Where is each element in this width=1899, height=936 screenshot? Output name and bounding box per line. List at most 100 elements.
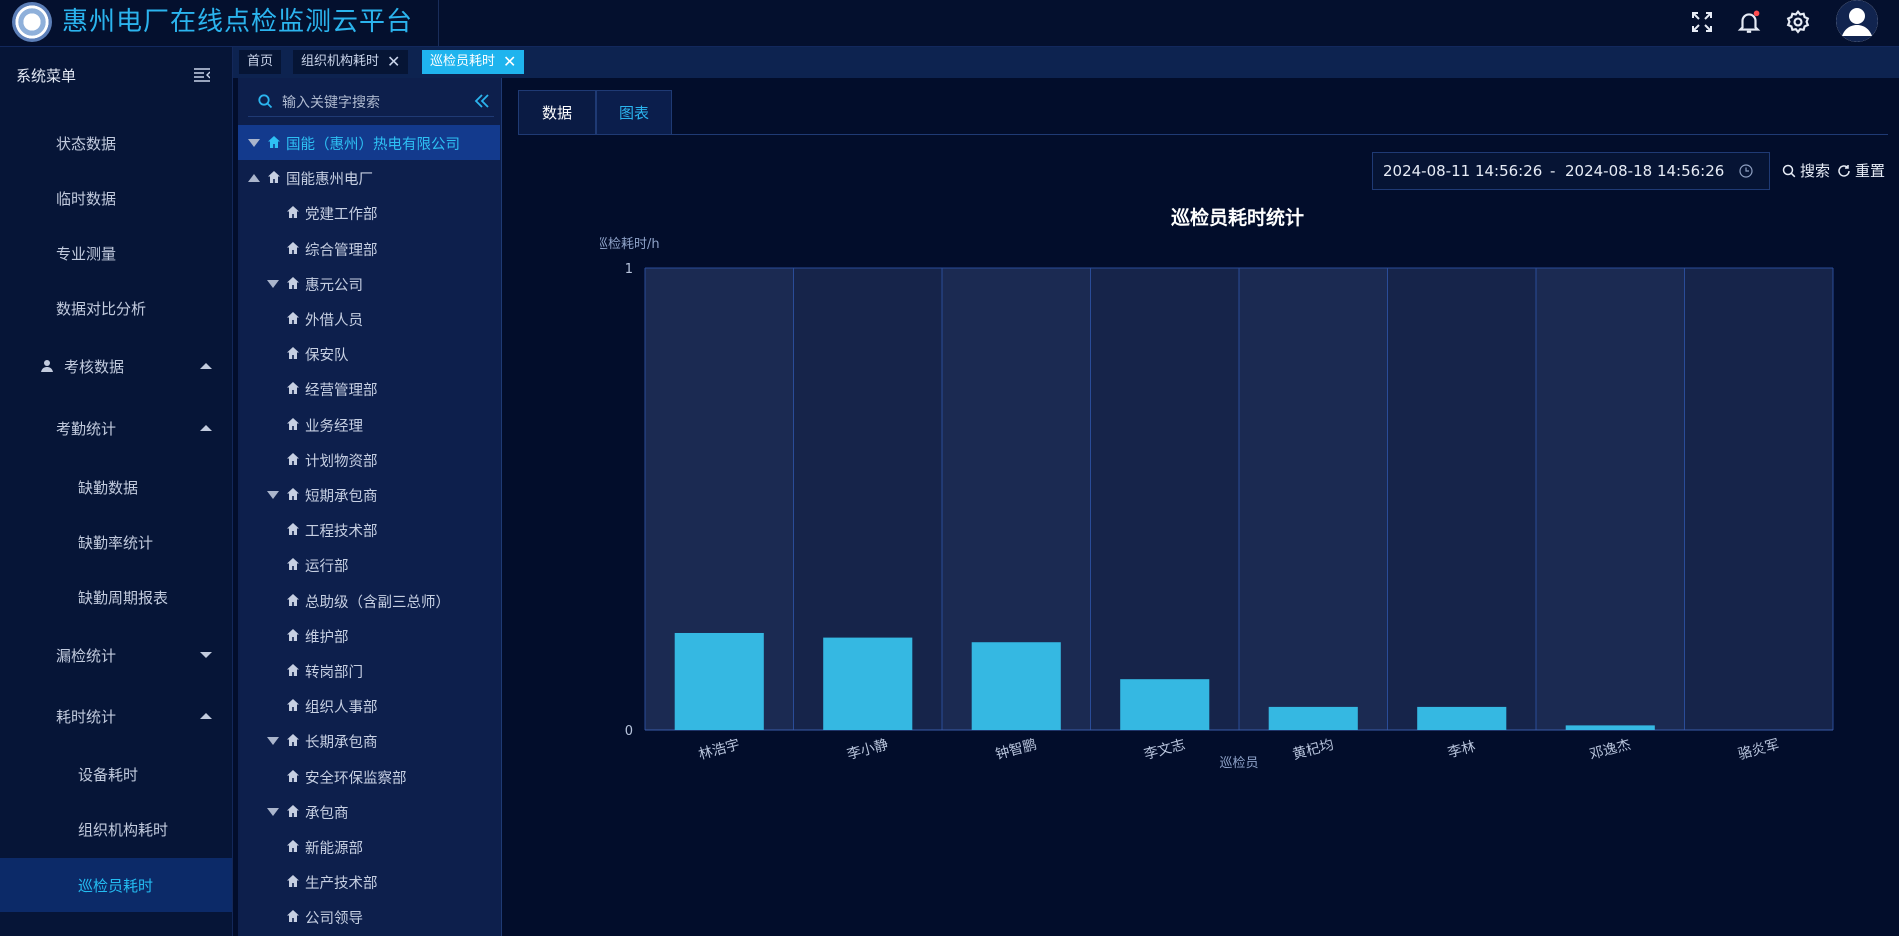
gear-icon[interactable] <box>1783 7 1813 37</box>
home-icon <box>287 347 299 360</box>
tree-node[interactable]: 总助级（含副三总师） <box>238 583 500 618</box>
avatar-icon <box>1836 0 1878 42</box>
tree-node[interactable]: 转岗部门 <box>238 653 500 688</box>
search-button[interactable]: 搜索 <box>1782 160 1830 181</box>
chart-bar <box>1268 706 1358 730</box>
tab-data[interactable]: 数据 <box>518 90 596 134</box>
top-header: 惠州电厂在线点检监测云平台 <box>0 0 1899 47</box>
tree-node[interactable]: 公司领导 <box>238 899 500 934</box>
sidebar-item-attendance[interactable]: 考勤统计 <box>0 402 232 454</box>
tree-node[interactable]: 生产技术部 <box>238 864 500 899</box>
avatar[interactable] <box>1836 0 1878 42</box>
tab-inspector-time[interactable]: 巡检员耗时 ✕ <box>422 50 525 74</box>
sidebar-item-missed-check[interactable]: 漏检统计 <box>0 629 232 681</box>
chevron-up-icon <box>200 713 212 719</box>
home-icon <box>287 699 299 712</box>
tree-node[interactable]: 国能（惠州）热电有限公司 <box>238 125 500 160</box>
app-title: 惠州电厂在线点检监测云平台 <box>62 7 414 37</box>
sidebar-item-time-stats[interactable]: 耗时统计 <box>0 690 232 742</box>
tree-node[interactable]: 综合管理部 <box>238 231 500 266</box>
caret-down-icon[interactable] <box>267 737 279 746</box>
tree-node[interactable]: 工程技术部 <box>238 512 500 547</box>
category-band <box>1387 268 1536 730</box>
tab-chart[interactable]: 图表 <box>596 90 672 134</box>
sidebar-item-inspector-time[interactable]: 巡检员耗时 <box>0 858 232 912</box>
tab-org-time[interactable]: 组织机构耗时 ✕ <box>293 50 409 74</box>
sidebar-item-label: 状态数据 <box>56 134 117 153</box>
tree-node-label: 运行部 <box>305 559 349 576</box>
caret-down-icon[interactable] <box>267 279 279 288</box>
sidebar-item-org-time[interactable]: 组织机构耗时 <box>0 803 232 855</box>
tree-node[interactable]: 惠元公司 <box>238 266 500 301</box>
tree-node[interactable]: 新能源部 <box>238 829 500 864</box>
y-tick-label: 0 <box>625 724 633 739</box>
tab-label: 巡检员耗时 <box>430 54 496 69</box>
tree-node-label: 公司领导 <box>305 911 363 928</box>
search-placeholder: 输入关键字搜索 <box>282 95 380 111</box>
sidebar-item-absence-data[interactable]: 缺勤数据 <box>0 461 232 513</box>
tree-node[interactable]: 国能惠州电厂 <box>238 160 500 195</box>
x-tick-label: 李林 <box>1446 739 1477 762</box>
sidebar-item-measurement[interactable]: 专业测量 <box>0 227 232 279</box>
sidebar-item-device-time[interactable]: 设备耗时 <box>0 748 232 800</box>
close-icon[interactable]: ✕ <box>503 52 517 71</box>
tree-node-label: 长期承包商 <box>305 735 378 752</box>
chart-bar <box>823 637 913 730</box>
x-tick-label: 骆炎军 <box>1736 737 1781 763</box>
sidebar-item-label: 缺勤数据 <box>78 478 139 497</box>
tab-label: 组织机构耗时 <box>301 54 380 69</box>
search-icon <box>1782 164 1796 177</box>
chevron-up-icon <box>200 425 212 431</box>
date-range-picker[interactable]: 2024-08-11 14:56:26 - 2024-08-18 14:56:2… <box>1372 152 1770 190</box>
caret-up-icon[interactable] <box>248 174 260 183</box>
tree-node[interactable]: 短期承包商 <box>238 477 500 512</box>
tree-node[interactable]: 经营管理部 <box>238 371 500 406</box>
home-icon <box>287 628 299 641</box>
sidebar-item-data-compare[interactable]: 数据对比分析 <box>0 282 232 334</box>
tree-node[interactable]: 计划物资部 <box>238 442 500 477</box>
reset-button[interactable]: 重置 <box>1837 160 1885 181</box>
header-divider <box>438 0 439 46</box>
caret-down-icon[interactable] <box>267 807 279 816</box>
tab-home[interactable]: 首页 <box>239 50 282 74</box>
sidebar-item-absence-report[interactable]: 缺勤周期报表 <box>0 571 232 623</box>
sidebar-item-label: 缺勤周期报表 <box>78 588 169 607</box>
sidebar-item-assessment[interactable]: 考核数据 <box>0 340 232 392</box>
home-icon <box>287 593 299 606</box>
tree-node[interactable]: 承包商 <box>238 794 500 829</box>
sidebar-header: 系统菜单 <box>0 47 232 103</box>
tree-node[interactable]: 保安队 <box>238 336 500 371</box>
home-icon <box>287 452 299 465</box>
bell-icon[interactable] <box>1734 7 1764 37</box>
caret-down-icon[interactable] <box>248 139 260 147</box>
sidebar-item-absence-rate[interactable]: 缺勤率统计 <box>0 516 232 568</box>
sidebar-item-temp-data[interactable]: 临时数据 <box>0 172 232 224</box>
user-icon <box>41 360 53 372</box>
tree-node-label: 保安队 <box>305 348 349 365</box>
tree-node[interactable]: 安全环保监察部 <box>238 759 500 794</box>
tree-node[interactable]: 业务经理 <box>238 407 500 442</box>
home-icon <box>287 523 299 536</box>
caret-down-icon[interactable] <box>267 491 279 499</box>
search-icon <box>258 94 273 109</box>
double-chevron-left-icon[interactable] <box>474 93 490 109</box>
tree-node-label: 工程技术部 <box>305 524 378 541</box>
tree-node[interactable]: 维护部 <box>238 618 500 653</box>
chart-bar <box>674 632 764 730</box>
tree-node[interactable]: 党建工作部 <box>238 195 500 230</box>
x-tick-label: 李文志 <box>1142 737 1187 763</box>
category-band <box>1536 268 1685 730</box>
chevron-up-icon <box>200 363 212 369</box>
home-icon <box>287 734 299 747</box>
close-icon[interactable]: ✕ <box>387 52 401 71</box>
sidebar-item-status-data[interactable]: 状态数据 <box>0 117 232 169</box>
x-axis-label: 巡检员 <box>1219 756 1258 771</box>
tree-search-input[interactable]: 输入关键字搜索 <box>248 84 494 117</box>
tree-node[interactable]: 长期承包商 <box>238 723 500 758</box>
tree-node[interactable]: 外借人员 <box>238 301 500 336</box>
tree-node[interactable]: 组织人事部 <box>238 688 500 723</box>
fullscreen-icon[interactable] <box>1687 7 1717 37</box>
chevron-down-icon <box>200 652 212 658</box>
collapse-menu-icon[interactable] <box>194 68 210 82</box>
tree-node[interactable]: 运行部 <box>238 547 500 582</box>
